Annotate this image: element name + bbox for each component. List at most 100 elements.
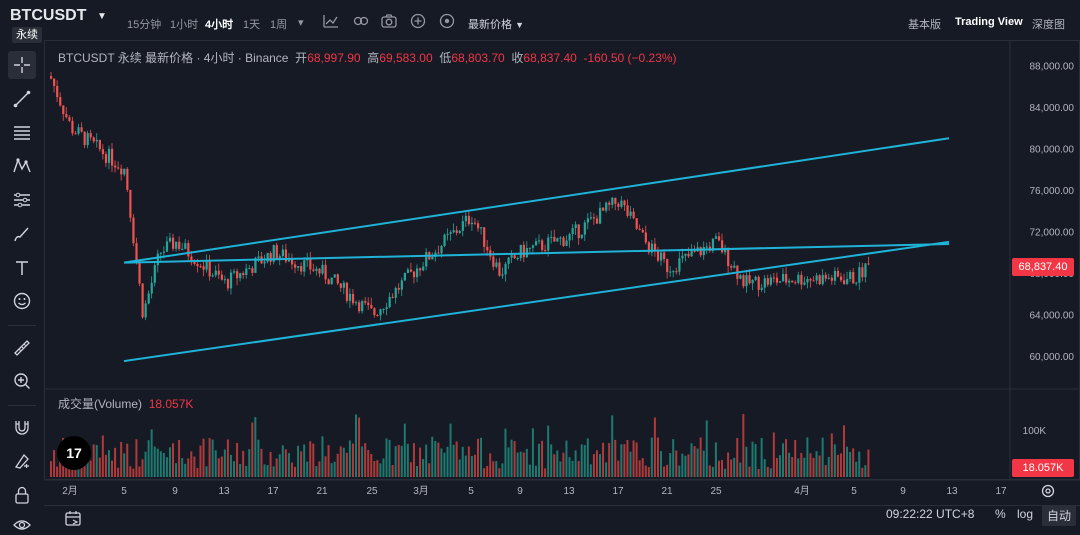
candle-body	[345, 282, 349, 301]
volume-bar	[510, 439, 513, 477]
volume-bar	[498, 468, 501, 477]
volume-bar	[361, 446, 364, 477]
candle-body	[223, 279, 227, 281]
brush-icon[interactable]	[8, 220, 36, 248]
candle-body	[534, 241, 538, 246]
volume-bar	[855, 461, 858, 477]
symbol-selector[interactable]: BTCUSDT	[10, 7, 87, 24]
text-icon[interactable]	[8, 254, 36, 282]
volume-bar	[449, 423, 452, 477]
tradingview-logo-icon[interactable]: 17	[57, 436, 91, 470]
view-basic[interactable]: 基本版	[908, 19, 941, 31]
contract-type-badge: 永续	[12, 27, 42, 43]
price-chart[interactable]: 88,000.00 84,000.00 80,000.00 76,000.00 72,0…	[44, 40, 1080, 535]
candle-body	[77, 127, 80, 134]
percent-scale-button[interactable]: %	[995, 507, 1006, 521]
price-tick-label: 72,000.00	[1030, 228, 1075, 239]
volume-bar	[172, 443, 174, 477]
candle-body	[309, 258, 312, 270]
settings-icon[interactable]	[1040, 483, 1056, 499]
candle-body	[748, 275, 751, 284]
clock[interactable]: 09:22:22 UTC+8	[886, 507, 975, 521]
candle-body	[839, 276, 843, 281]
volume-bar	[437, 442, 440, 477]
volume-bar	[132, 468, 135, 477]
indicators-icon[interactable]	[322, 12, 340, 30]
candle-body	[516, 258, 519, 260]
channel-upper-line[interactable]	[123, 137, 950, 264]
volume-bar	[416, 465, 418, 477]
channel-mid-line[interactable]	[123, 242, 950, 264]
candle-body	[769, 277, 772, 285]
candle-body	[669, 271, 672, 273]
candle-body	[782, 274, 785, 282]
chevron-down-icon[interactable]: ▼	[97, 11, 107, 22]
channel-lower-line[interactable]	[123, 240, 950, 363]
time-tick-label: 2月	[62, 485, 78, 497]
candle-body	[141, 283, 144, 318]
volume-bar	[867, 449, 870, 477]
timeframe-1d[interactable]: 1天	[243, 19, 261, 31]
volume-bar	[803, 457, 806, 477]
candle-body	[513, 255, 516, 259]
legend-title: BTCUSDT 永续 最新价格 · 4小时 · Binance	[58, 51, 289, 65]
trendline-icon[interactable]	[8, 85, 36, 113]
crosshair-icon[interactable]	[8, 51, 36, 79]
view-depth[interactable]: 深度图	[1032, 19, 1065, 31]
candle-body	[266, 252, 269, 262]
date-range-icon[interactable]	[64, 510, 84, 528]
price-type-menu[interactable]: 最新价格 ▼	[468, 19, 524, 31]
camera-icon[interactable]	[380, 12, 398, 30]
view-tradingview[interactable]: Trading View	[955, 16, 1023, 28]
candle-body	[111, 148, 114, 166]
volume-bar	[248, 449, 251, 477]
magnet-icon[interactable]	[8, 413, 36, 441]
candle-body	[269, 252, 272, 262]
candle-body	[846, 279, 849, 285]
candle-body	[775, 277, 779, 283]
volume-bar	[138, 466, 141, 477]
emoji-icon[interactable]	[8, 287, 36, 315]
volume-bars	[50, 414, 870, 477]
volume-bar	[98, 457, 101, 477]
compare-icon[interactable]	[352, 12, 370, 30]
divider	[8, 325, 36, 326]
auto-scale-button[interactable]: 自动	[1042, 505, 1077, 526]
timeframe-1w[interactable]: 1周	[270, 19, 288, 31]
candle-body	[385, 307, 388, 310]
lock-drawing-icon[interactable]	[8, 447, 36, 475]
volume-bar	[754, 444, 757, 477]
eye-icon[interactable]	[8, 511, 36, 535]
lock-icon[interactable]	[8, 481, 36, 509]
candle-body	[172, 237, 175, 249]
prediction-icon[interactable]	[8, 186, 36, 214]
volume-bar	[684, 455, 687, 477]
trend-channel[interactable]	[123, 137, 950, 363]
volume-bar	[358, 417, 361, 477]
timeframe-4h[interactable]: 4小时	[205, 19, 234, 31]
fib-icon[interactable]	[8, 118, 36, 146]
candle-body	[827, 277, 830, 279]
ruler-icon[interactable]	[8, 334, 36, 362]
candle-body	[278, 256, 281, 260]
volume-bar	[839, 453, 842, 477]
timeframe-dropdown-icon[interactable]: ▾	[298, 17, 304, 29]
log-scale-button[interactable]: log	[1017, 507, 1034, 521]
volume-bar	[153, 446, 156, 477]
candle-body	[92, 137, 95, 142]
timeframe-15m[interactable]: 15分钟	[127, 19, 162, 31]
candle-body	[754, 276, 757, 280]
volume-bar	[650, 437, 653, 477]
candle-body	[501, 274, 504, 276]
candle-body	[284, 249, 288, 262]
candle-body	[730, 266, 733, 268]
volume-bar	[129, 466, 132, 477]
settings-icon[interactable]	[438, 12, 456, 30]
timeframe-1h[interactable]: 1小时	[170, 19, 199, 31]
zoom-in-icon[interactable]	[8, 367, 36, 395]
add-icon[interactable]	[409, 12, 427, 30]
pattern-icon[interactable]	[8, 152, 36, 180]
volume-bar	[745, 446, 748, 477]
volume-bar	[95, 445, 98, 477]
volume-bar	[602, 442, 605, 477]
